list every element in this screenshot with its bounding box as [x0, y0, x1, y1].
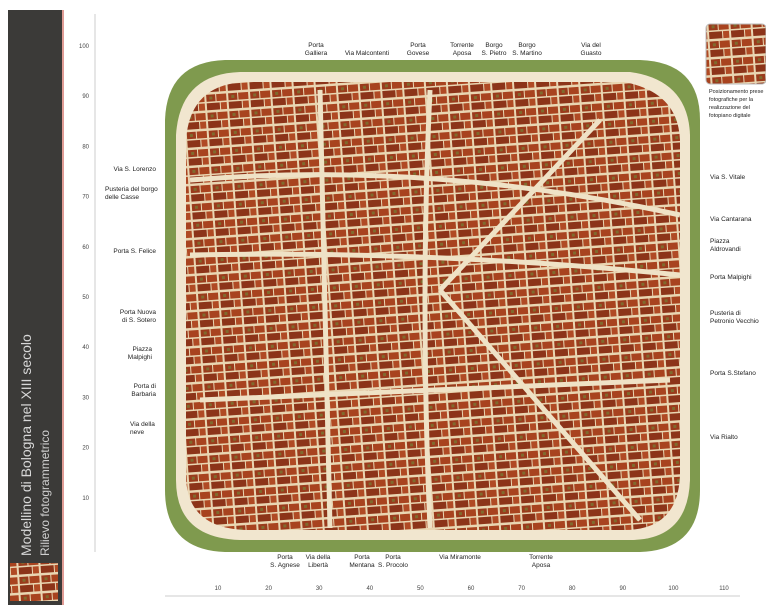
- x-tick-label: 90: [619, 586, 626, 592]
- bottom-label: S. Procolo: [378, 562, 408, 569]
- top-label: Via del: [581, 42, 601, 49]
- thumbnail-map: [705, 23, 766, 85]
- bottom-label: Libertà: [308, 562, 328, 569]
- x-tick-label: 110: [719, 586, 729, 592]
- right-label: Pusteria di: [710, 310, 741, 317]
- left-label: Malpighi: [128, 354, 152, 361]
- x-tick-label: 50: [417, 586, 424, 592]
- right-label: Porta Malpighi: [710, 274, 752, 281]
- top-label: Galliera: [305, 50, 328, 57]
- right-label: Via Rialto: [710, 434, 738, 441]
- bottom-label: S. Agnese: [270, 562, 300, 569]
- sidebar-thumbnail: [10, 563, 58, 601]
- thumbnail-caption: realizzazione del: [709, 105, 750, 111]
- street: [438, 288, 642, 522]
- right-label: Petronio Vecchio: [710, 318, 759, 325]
- y-tick-label: 50: [82, 295, 89, 301]
- right-label: Aldrovandi: [710, 246, 741, 253]
- street: [199, 377, 671, 403]
- y-tick-label: 90: [82, 94, 89, 100]
- street: [317, 89, 333, 529]
- thumbnail-caption: fotografiche per la: [709, 97, 754, 103]
- top-label: S. Pietro: [482, 50, 507, 57]
- left-label: di S. Sotero: [122, 317, 156, 324]
- y-tick-label: 20: [82, 446, 89, 452]
- top-label: Via Malcontenti: [345, 50, 389, 57]
- left-label: Porta di: [134, 383, 156, 390]
- top-label: Aposa: [453, 50, 472, 57]
- bottom-label: Mentana: [349, 562, 375, 569]
- y-tick-label: 10: [82, 496, 89, 502]
- x-tick-label: 10: [215, 586, 222, 592]
- street: [422, 89, 433, 529]
- x-tick-label: 30: [316, 586, 323, 592]
- street: [189, 251, 681, 278]
- right-label: Via Cantarana: [710, 216, 752, 223]
- top-label: Porta: [308, 42, 324, 49]
- top-label: Guasto: [581, 50, 602, 57]
- x-tick-label: 20: [265, 586, 272, 592]
- top-label: Borgo: [518, 42, 536, 49]
- top-label: S. Martino: [512, 50, 542, 57]
- thumbnail-caption: Posizionamento prese: [709, 89, 763, 95]
- x-tick-label: 60: [468, 586, 475, 592]
- top-label: Govese: [407, 50, 430, 57]
- left-label: Porta S. Felice: [113, 248, 156, 255]
- sidebar-title: Modellino di Bologna nel XIII secolo: [18, 334, 34, 556]
- left-label: Pusteria del borgo: [105, 186, 158, 193]
- y-tick-label: 60: [82, 245, 89, 251]
- left-label: delle Casse: [105, 194, 139, 201]
- map-city: [186, 82, 680, 530]
- right-label: Via S. Vitale: [710, 174, 746, 181]
- left-label: Porta Nuova: [120, 309, 157, 316]
- y-tick-label: 30: [82, 395, 89, 401]
- bottom-label: Via Miramonte: [439, 554, 481, 561]
- bottom-label: Aposa: [532, 562, 551, 569]
- y-tick-label: 40: [82, 345, 89, 351]
- sidebar-subtitle: Rilievo fotogrammetrico: [38, 430, 52, 556]
- thumbnail-caption: fotopiano digitale: [709, 113, 751, 119]
- y-tick-label: 80: [82, 144, 89, 150]
- bottom-label: Porta: [277, 554, 293, 561]
- left-label: Via S. Lorenzo: [113, 166, 156, 173]
- street: [438, 118, 602, 292]
- x-tick-label: 100: [668, 586, 679, 592]
- sidebar: [8, 10, 62, 605]
- top-label: Torrente: [450, 42, 474, 49]
- top-label: Porta: [410, 42, 426, 49]
- right-label: Piazza: [710, 238, 730, 245]
- bottom-label: Via della: [306, 554, 331, 561]
- right-label: Porta S.Stefano: [710, 370, 756, 377]
- left-label: neve: [130, 429, 144, 436]
- x-tick-label: 80: [569, 586, 576, 592]
- y-tick-label: 100: [79, 44, 90, 50]
- bottom-label: Porta: [385, 554, 401, 561]
- left-label: Barbaria: [131, 391, 156, 398]
- x-tick-label: 40: [366, 586, 373, 592]
- bottom-label: Torrente: [529, 554, 553, 561]
- bottom-label: Porta: [354, 554, 370, 561]
- x-tick-label: 70: [518, 586, 525, 592]
- map-streets: [189, 89, 681, 529]
- left-label: Piazza: [132, 346, 152, 353]
- y-tick-label: 70: [82, 195, 89, 201]
- street: [189, 172, 681, 218]
- top-label: Borgo: [485, 42, 503, 49]
- left-label: Via della: [130, 421, 155, 428]
